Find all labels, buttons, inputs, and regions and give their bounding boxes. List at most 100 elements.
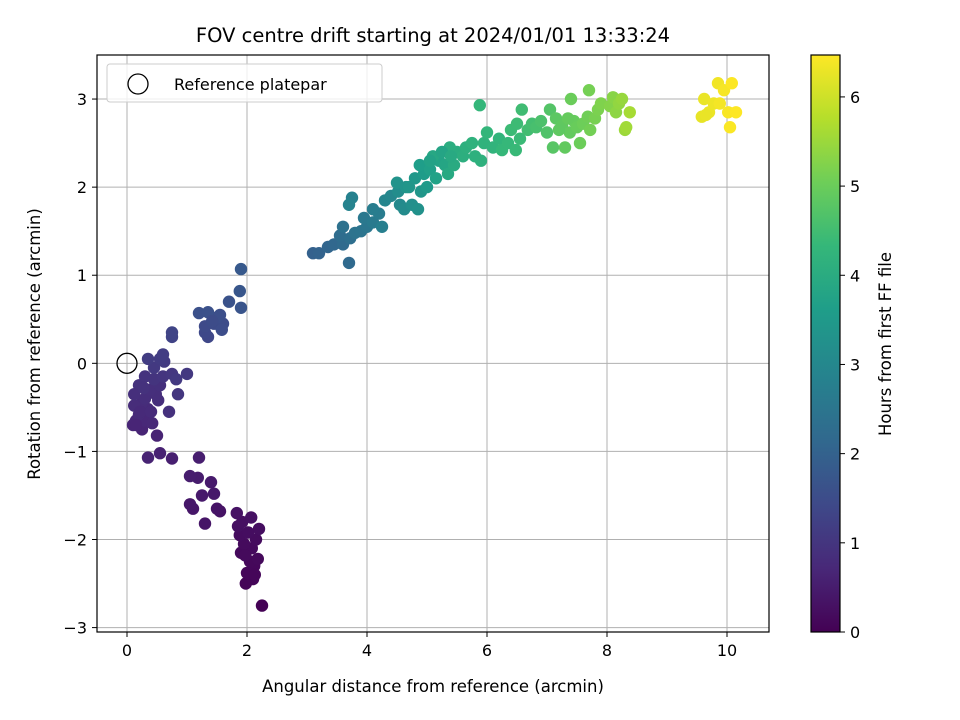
data-point (153, 447, 167, 460)
x-tick-label: 8 (602, 641, 612, 660)
y-tick-label: 1 (77, 266, 87, 285)
data-point (515, 103, 528, 116)
data-point (152, 394, 165, 407)
data-point (513, 132, 527, 145)
reference-marker (116, 352, 138, 374)
data-point (546, 141, 560, 154)
colorbar-tick-label: 4 (850, 266, 860, 285)
legend-box (106, 63, 383, 103)
data-point (480, 126, 494, 139)
colorbar-tick-label: 3 (850, 355, 860, 374)
data-point (242, 526, 255, 539)
x-tick-label: 10 (717, 641, 737, 660)
grid-lines (97, 55, 769, 632)
data-point (366, 203, 380, 216)
data-point (534, 114, 548, 128)
data-point (183, 469, 197, 483)
colorbar-tick-label: 2 (850, 445, 860, 464)
data-point (192, 306, 206, 320)
colorbar-label: Hours from first FF file (876, 252, 895, 436)
data-point (573, 136, 587, 150)
x-tick-label: 2 (242, 641, 252, 660)
y-tick-label: −2 (63, 531, 87, 550)
data-point (150, 429, 164, 442)
data-point (473, 99, 486, 112)
data-point (510, 117, 524, 130)
legend-marker-icon (127, 73, 149, 95)
data-point (255, 599, 269, 612)
data-point (230, 506, 243, 520)
data-point (147, 361, 161, 374)
data-point (170, 373, 183, 386)
data-point (234, 262, 248, 276)
data-point (465, 136, 479, 150)
data-point (420, 180, 434, 194)
data-point (239, 549, 252, 562)
y-tick-label: 3 (77, 90, 87, 109)
y-axis-label: Rotation from reference (arcmin) (25, 208, 44, 480)
data-point (215, 323, 228, 336)
data-point (336, 220, 350, 233)
data-point (423, 163, 437, 176)
data-point (623, 106, 636, 119)
x-tick-label: 0 (122, 641, 132, 660)
data-point (180, 367, 194, 381)
data-point (144, 405, 158, 418)
y-tick-label: 2 (77, 178, 87, 197)
data-point (729, 106, 743, 119)
data-point (699, 108, 713, 122)
data-point (129, 418, 143, 432)
data-point (543, 103, 557, 116)
chart-title: FOV centre drift starting at 2024/01/01 … (196, 24, 670, 47)
data-point (165, 326, 179, 339)
data-point (413, 158, 426, 172)
y-tick-label: −3 (63, 619, 87, 638)
x-tick-label: 6 (482, 641, 492, 660)
data-point (342, 256, 356, 270)
data-point (128, 388, 141, 401)
data-point (375, 220, 389, 233)
data-point (411, 203, 425, 216)
data-point (552, 123, 566, 137)
data-point (582, 84, 596, 97)
data-point (312, 247, 326, 260)
data-point (620, 121, 633, 134)
data-point (441, 167, 455, 181)
y-tick-label: −1 (63, 442, 87, 461)
data-point (245, 511, 258, 524)
colorbar-tick-label: 5 (850, 177, 860, 196)
data-point (222, 295, 236, 308)
colorbar-tick-label: 6 (850, 88, 860, 107)
y-axis-ticks: −3 −2 −1 0 1 2 3 (63, 90, 97, 638)
data-points (126, 77, 743, 612)
colorbar (810, 54, 841, 633)
data-point (584, 123, 597, 137)
legend-label: Reference platepar (174, 75, 327, 94)
data-point (474, 154, 488, 167)
data-point (141, 352, 155, 366)
data-point (207, 487, 221, 500)
data-point (725, 77, 738, 90)
data-point (171, 388, 185, 401)
data-point (198, 517, 212, 530)
data-point (615, 92, 629, 106)
data-point (342, 198, 356, 211)
data-point (195, 489, 209, 502)
data-point (564, 92, 578, 106)
data-point (141, 451, 155, 464)
data-point (248, 568, 261, 581)
data-point (134, 405, 147, 418)
data-point (509, 143, 522, 157)
data-point (561, 112, 575, 125)
data-point (698, 92, 711, 106)
data-point (429, 172, 443, 185)
data-point (146, 417, 159, 430)
data-point (252, 522, 266, 536)
data-point (192, 451, 206, 464)
legend: Reference platepar (106, 63, 383, 103)
x-axis-ticks: 0 2 4 6 8 10 (122, 632, 737, 660)
colorbar-tick-label: 0 (850, 623, 860, 642)
data-point (444, 150, 458, 163)
data-point (233, 284, 246, 298)
